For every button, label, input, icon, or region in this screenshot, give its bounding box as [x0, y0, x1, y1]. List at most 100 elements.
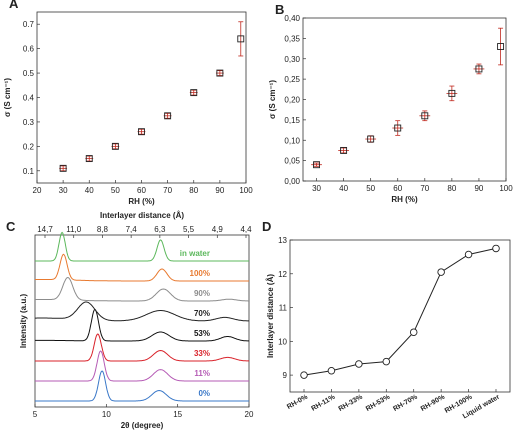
y-tick-label: 0,40 — [284, 14, 300, 23]
plot-frame — [36, 11, 247, 184]
plot-frame — [289, 239, 511, 393]
data-point — [327, 366, 336, 375]
curve-label: 100% — [190, 269, 210, 278]
series-line — [303, 247, 497, 376]
x-axis-label: RH (%) — [391, 195, 418, 204]
y-axis-label: Interlayer distance (Å) — [266, 274, 275, 358]
y-tick-label: 0,35 — [284, 34, 300, 43]
data-point — [448, 89, 456, 97]
top-tick-label: 11,0 — [66, 225, 82, 234]
y-tick-label: 10 — [278, 337, 287, 346]
y-tick-label: 9 — [283, 371, 288, 380]
data-point — [464, 250, 473, 259]
data-point — [59, 164, 67, 172]
plot-frame — [302, 17, 507, 182]
y-tick-label: 0.1 — [23, 167, 35, 176]
xrd-curve — [35, 301, 249, 322]
data-point — [313, 161, 320, 169]
x-tick-label: 5 — [33, 410, 38, 419]
data-point — [190, 89, 198, 97]
x-tick-label: 70 — [420, 184, 429, 193]
y-tick-label: 0,15 — [284, 116, 300, 125]
data-point — [340, 146, 348, 154]
xrd-curve — [35, 333, 250, 362]
data-point — [216, 69, 224, 77]
y-tick-label: 0.4 — [23, 94, 35, 103]
panel-c: C Interlayer distance (Å) 5 10 15 20 14,7 11,0 8… — [6, 211, 254, 430]
x-tick-label: 40 — [339, 184, 348, 193]
x-category-label: RH-90% — [420, 393, 447, 413]
top-tick-label: 4,4 — [240, 225, 252, 234]
xrd-curve — [35, 276, 249, 302]
data-point — [367, 135, 375, 143]
xrd-curve — [35, 253, 249, 282]
curve-label: 11% — [194, 369, 210, 378]
data-point — [355, 360, 363, 368]
x-tick-label: 30 — [312, 184, 321, 193]
top-tick-label: 7,4 — [126, 225, 138, 234]
panel-a: A 20 30 40 50 60 70 80 90 100 0.1 0.2 0.3 0.4 0.5 0.6 0.… — [3, 0, 253, 206]
y-tick-label: 0,30 — [284, 55, 300, 64]
panel-label: A — [9, 0, 19, 11]
data-point — [437, 268, 445, 276]
xrd-curve — [35, 370, 249, 402]
x-axis-label: 2θ (degree) — [121, 421, 164, 430]
top-axis-label: Interlayer distance (Å) — [100, 211, 184, 220]
data-point — [85, 155, 93, 163]
x-category-label: RH-33% — [337, 393, 364, 413]
y-tick-label: 0.3 — [23, 118, 35, 127]
top-tick-label: 5,5 — [183, 225, 195, 234]
x-tick-label: 100 — [499, 184, 513, 193]
top-tick-label: 4,9 — [212, 225, 224, 234]
xrd-curve — [35, 308, 250, 342]
x-tick-label: 60 — [393, 184, 402, 193]
data-point — [409, 328, 418, 336]
curve-label: in water — [180, 249, 210, 258]
data-point — [421, 112, 429, 120]
y-axis-label: σ (S cm⁻¹) — [3, 78, 12, 117]
data-point — [138, 128, 145, 136]
y-tick-label: 13 — [278, 236, 287, 245]
curve-label: 0% — [198, 389, 210, 398]
x-tick-label: 80 — [189, 186, 198, 195]
x-tick-label: 80 — [447, 184, 456, 193]
panel-label: C — [6, 219, 16, 234]
xrd-curve — [35, 350, 249, 382]
y-tick-label: 0,00 — [284, 177, 300, 186]
y-tick-label: 12 — [278, 270, 287, 279]
x-category-label: RH-0% — [286, 393, 310, 411]
x-category-label: RH-70% — [392, 393, 419, 413]
top-tick-label: 6,3 — [154, 225, 166, 234]
data-point — [237, 35, 245, 43]
xrd-curve — [35, 231, 249, 262]
x-tick-label: 20 — [245, 410, 254, 419]
x-tick-label: 50 — [366, 184, 375, 193]
y-tick-label: 0,25 — [284, 75, 300, 84]
x-tick-label: 30 — [59, 186, 68, 195]
top-tick-label: 14,7 — [37, 225, 53, 234]
data-point — [300, 371, 308, 379]
y-axis-label: Intensity (a.u.) — [19, 294, 28, 349]
y-tick-label: 0,20 — [284, 96, 300, 105]
x-tick-label: 50 — [111, 186, 120, 195]
data-point — [164, 112, 172, 120]
x-tick-label: 90 — [474, 184, 483, 193]
panel-label: D — [262, 219, 271, 234]
data-point — [111, 142, 119, 150]
panel-b: B 30 40 50 60 70 80 90 100 0,00 0,05 0,10 0,15 0,20 0,… — [268, 2, 513, 204]
x-tick-label: 90 — [215, 186, 224, 195]
y-tick-label: 0,05 — [284, 157, 300, 166]
data-point — [497, 43, 505, 50]
top-tick-label: 8,8 — [97, 225, 109, 234]
y-axis-label: σ (S cm⁻¹) — [268, 80, 277, 119]
x-tick-label: 20 — [33, 186, 42, 195]
x-axis-label: RH (%) — [128, 197, 155, 206]
data-point — [394, 124, 402, 132]
x-category-label: RH-53% — [365, 393, 392, 413]
curve-label: 33% — [194, 349, 210, 358]
x-tick-label: 10 — [102, 410, 111, 419]
y-tick-label: 11 — [279, 304, 288, 313]
data-point — [492, 244, 500, 253]
x-tick-label: 70 — [163, 186, 172, 195]
